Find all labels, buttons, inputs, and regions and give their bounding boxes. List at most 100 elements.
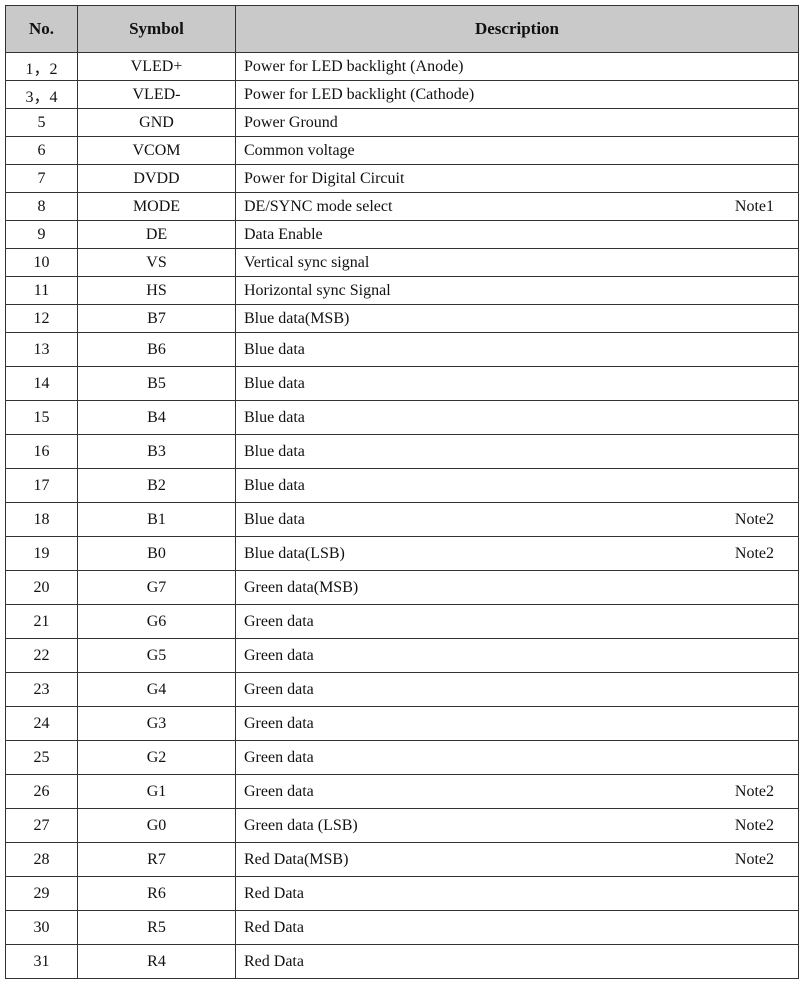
pin-description: Blue data [244,340,305,358]
table-row: 10 VS Vertical sync signal [5,248,799,277]
pin-symbol: VS [77,248,236,277]
pin-description-cell: Red Data [235,876,799,911]
pin-description: Blue data [244,510,305,528]
table-row: 26 G1 Green data Note2 [5,774,799,809]
pin-symbol: R5 [77,910,236,945]
pin-description-cell: Power Ground [235,108,799,137]
pin-description: Red Data(MSB) [244,850,349,868]
pin-description: Common voltage [244,141,355,159]
pin-no: 27 [5,808,78,843]
table-row: 25 G2 Green data [5,740,799,775]
pin-description-cell: Blue data [235,468,799,503]
pin-symbol: G1 [77,774,236,809]
pin-symbol: B5 [77,366,236,401]
pin-symbol: B6 [77,332,236,367]
pin-description-cell: Blue data Note2 [235,502,799,537]
pin-no: 17 [5,468,78,503]
header-row: No. Symbol Description [5,5,799,53]
pin-symbol: G6 [77,604,236,639]
pin-symbol: DE [77,220,236,249]
pin-no: 30 [5,910,78,945]
pin-description-cell: Red Data [235,944,799,979]
table-row: 8 MODE DE/SYNC mode select Note1 [5,192,799,221]
pin-no: 28 [5,842,78,877]
pin-symbol: R7 [77,842,236,877]
pin-description: Green data [244,646,314,664]
pin-symbol: G4 [77,672,236,707]
pin-note: Note2 [734,544,774,562]
pin-description: Red Data [244,884,304,902]
pin-description-cell: Horizontal sync Signal [235,276,799,305]
pin-description: Blue data [244,442,305,460]
pin-description-cell: Green data [235,740,799,775]
table-row: 1，2 VLED+ Power for LED backlight (Anode) [5,52,799,81]
pin-no: 23 [5,672,78,707]
pin-table: No. Symbol Description 1，2 VLED+ Power for… [5,5,799,979]
header-symbol: Symbol [77,5,236,53]
pin-symbol: B3 [77,434,236,469]
pin-description-cell: Blue data [235,400,799,435]
pin-description: Power for LED backlight (Anode) [244,57,464,75]
table-row: 11 HS Horizontal sync Signal [5,276,799,305]
table-row: 20 G7 Green data(MSB) [5,570,799,605]
pin-description: Data Enable [244,225,323,243]
table-row: 14 B5 Blue data [5,366,799,401]
pin-description-cell: DE/SYNC mode select Note1 [235,192,799,221]
pin-description: Blue data(MSB) [244,309,350,327]
table-row: 5 GND Power Ground [5,108,799,137]
pin-no: 29 [5,876,78,911]
pin-symbol: GND [77,108,236,137]
pin-note: Note1 [734,197,774,215]
pin-description-cell: Blue data(LSB) Note2 [235,536,799,571]
pin-description-cell: Blue data [235,366,799,401]
pin-description: Green data [244,714,314,732]
header-no: No. [5,5,78,53]
pin-symbol: R6 [77,876,236,911]
table-row: 21 G6 Green data [5,604,799,639]
table-row: 7 DVDD Power for Digital Circuit [5,164,799,193]
pin-no: 21 [5,604,78,639]
pin-description-cell: Green data Note2 [235,774,799,809]
pin-no: 26 [5,774,78,809]
table-row: 28 R7 Red Data(MSB) Note2 [5,842,799,877]
pin-note: Note2 [734,510,774,528]
table-row: 18 B1 Blue data Note2 [5,502,799,537]
header-description: Description [235,5,799,53]
table-row: 24 G3 Green data [5,706,799,741]
pin-description: Vertical sync signal [244,253,370,271]
pin-no: 24 [5,706,78,741]
pin-description-cell: Green data (LSB) Note2 [235,808,799,843]
pin-no: 15 [5,400,78,435]
table-row: 23 G4 Green data [5,672,799,707]
pin-symbol: G7 [77,570,236,605]
table-row: 9 DE Data Enable [5,220,799,249]
pin-no: 18 [5,502,78,537]
pin-symbol: G3 [77,706,236,741]
table-row: 31 R4 Red Data [5,944,799,979]
pin-no: 7 [5,164,78,193]
pin-description: Blue data [244,408,305,426]
table-row: 27 G0 Green data (LSB) Note2 [5,808,799,843]
table-row: 13 B6 Blue data [5,332,799,367]
pin-description: Red Data [244,918,304,936]
pin-symbol: MODE [77,192,236,221]
pin-no: 3，4 [5,80,78,109]
pin-no: 22 [5,638,78,673]
pin-description: Green data [244,748,314,766]
pin-description: Power for LED backlight (Cathode) [244,85,475,103]
table-row: 16 B3 Blue data [5,434,799,469]
pin-description-cell: Data Enable [235,220,799,249]
table-row: 15 B4 Blue data [5,400,799,435]
pin-description-cell: Green data [235,706,799,741]
pin-note: Note2 [734,816,774,834]
pin-description: Power Ground [244,113,338,131]
pin-symbol: R4 [77,944,236,979]
pin-symbol: VCOM [77,136,236,165]
pin-no: 25 [5,740,78,775]
pin-description-cell: Power for Digital Circuit [235,164,799,193]
pin-symbol: B1 [77,502,236,537]
pin-description: Green data(MSB) [244,578,359,596]
table-row: 22 G5 Green data [5,638,799,673]
table-row: 3，4 VLED- Power for LED backlight (Cathode… [5,80,799,109]
pin-symbol: B2 [77,468,236,503]
